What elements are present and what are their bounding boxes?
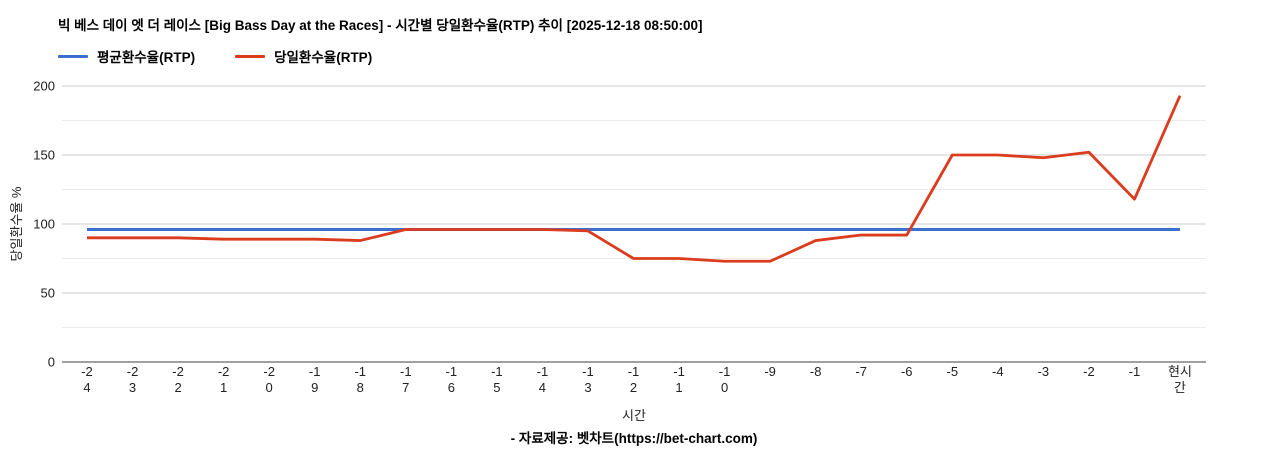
y-axis-title: 당일환수율 % xyxy=(9,186,24,262)
y-tick-label: 100 xyxy=(33,217,55,232)
x-tick-labels: -24-23-22-21-20-19-18-17-16-15-14-13-12-… xyxy=(81,364,1192,395)
y-tick-label: 150 xyxy=(33,148,55,163)
x-tick-label: 6 xyxy=(448,380,455,395)
x-tick-label: -9 xyxy=(764,364,776,379)
x-tick-label: 1 xyxy=(220,380,227,395)
x-tick-label: 7 xyxy=(402,380,409,395)
x-tick-label: -1 xyxy=(309,364,321,379)
legend-item-daily-rtp: 당일환수율(RTP) xyxy=(235,46,372,66)
gridlines xyxy=(62,85,1206,363)
legend: 평균환수율(RTP) 당일환수율(RTP) xyxy=(58,46,372,66)
x-axis-title: 시간 xyxy=(622,408,646,423)
legend-line-swatch-average xyxy=(58,54,88,58)
x-tick-label: -2 xyxy=(1083,364,1095,379)
y-tick-label: 0 xyxy=(48,355,55,370)
x-tick-label: 9 xyxy=(311,380,318,395)
series-lines xyxy=(87,95,1182,263)
x-tick-label: 4 xyxy=(83,380,90,395)
x-tick-label: -1 xyxy=(491,364,503,379)
footer-credit: - 자료제공: 벳차트(https://bet-chart.com) xyxy=(510,431,758,446)
y-tick-label: 200 xyxy=(33,79,55,94)
legend-label-average-rtp: 평균환수율(RTP) xyxy=(97,50,196,65)
x-tick-label: 간 xyxy=(1174,380,1186,395)
x-tick-label: -2 xyxy=(127,364,139,379)
x-tick-label: -1 xyxy=(1129,364,1141,379)
x-tick-label: -8 xyxy=(810,364,822,379)
x-tick-label: -1 xyxy=(400,364,412,379)
x-tick-label: 5 xyxy=(493,380,500,395)
x-tick-label: -1 xyxy=(582,364,594,379)
x-tick-label: -1 xyxy=(628,364,640,379)
legend-label-daily-rtp: 당일환수율(RTP) xyxy=(274,50,373,65)
x-tick-label: -1 xyxy=(354,364,366,379)
x-tick-label: -2 xyxy=(172,364,184,379)
legend-line-swatch-daily xyxy=(235,54,266,58)
x-tick-label: -7 xyxy=(855,364,867,379)
x-tick-label: 0 xyxy=(721,380,728,395)
daily-rtp-line xyxy=(87,95,1182,263)
x-tick-label: -5 xyxy=(947,364,959,379)
x-tick-label: 현시 xyxy=(1168,364,1192,379)
x-tick-label: 0 xyxy=(266,380,273,395)
x-tick-label: 1 xyxy=(675,380,682,395)
x-tick-label: 3 xyxy=(584,380,591,395)
x-tick-label: -4 xyxy=(992,364,1004,379)
x-tick-label: 2 xyxy=(630,380,637,395)
x-tick-label: -2 xyxy=(218,364,230,379)
chart-title: 빅 베스 데이 엣 더 레이스 [Big Bass Day at the Rac… xyxy=(58,18,703,33)
y-tick-labels: 0 50 100 150 200 xyxy=(33,79,55,370)
x-tick-label: -1 xyxy=(719,364,731,379)
x-tick-label: 8 xyxy=(357,380,364,395)
x-tick-label: -1 xyxy=(673,364,685,379)
y-tick-label: 50 xyxy=(41,286,55,301)
x-tick-label: -1 xyxy=(446,364,458,379)
legend-item-average-rtp: 평균환수율(RTP) xyxy=(58,46,195,66)
x-tick-label: -2 xyxy=(81,364,93,379)
x-tick-label: 3 xyxy=(129,380,136,395)
x-tick-label: 2 xyxy=(174,380,181,395)
x-tick-label: -3 xyxy=(1038,364,1050,379)
x-tick-label: -2 xyxy=(263,364,275,379)
x-tick-label: -1 xyxy=(537,364,549,379)
x-tick-label: -6 xyxy=(901,364,913,379)
x-tick-label: 4 xyxy=(539,380,546,395)
